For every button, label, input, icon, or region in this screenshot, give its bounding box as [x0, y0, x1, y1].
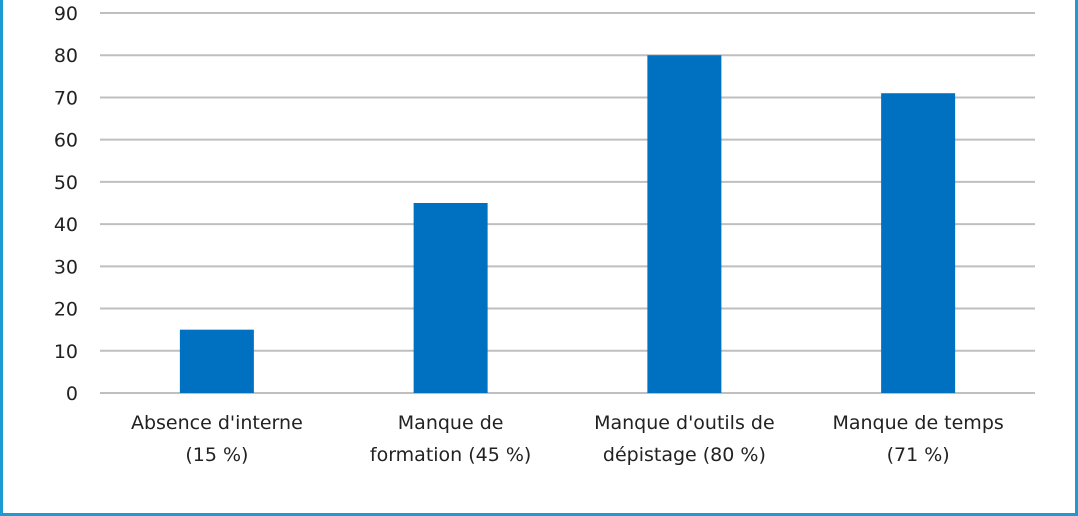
- x-category-label: Manque de: [398, 412, 504, 434]
- bar: [647, 55, 722, 393]
- gridlines: [100, 12, 1035, 394]
- bars: [179, 55, 956, 393]
- x-axis-labels: Absence d'interne (15 %) Manque de formatio…: [131, 412, 1004, 466]
- bar: [179, 329, 254, 393]
- x-category-label: Manque d'outils de: [594, 412, 775, 434]
- bar: [881, 93, 956, 393]
- y-tick-label: 70: [54, 87, 78, 109]
- y-tick-label: 0: [66, 383, 78, 405]
- y-tick-label: 80: [54, 45, 78, 67]
- y-tick-label: 30: [54, 256, 78, 278]
- y-tick-label: 90: [54, 3, 78, 25]
- y-tick-label: 10: [54, 341, 78, 363]
- y-tick-label: 60: [54, 130, 78, 152]
- x-category-label: (15 %): [185, 444, 248, 466]
- x-category-label: Manque de temps: [832, 412, 1003, 434]
- y-axis-ticks: 0 10 20 30 40 50 60 70 80 90: [54, 3, 78, 405]
- y-tick-label: 50: [54, 172, 78, 194]
- x-category-label: formation (45 %): [370, 444, 531, 466]
- y-tick-label: 40: [54, 214, 78, 236]
- y-tick-label: 20: [54, 299, 78, 321]
- bar: [413, 203, 488, 393]
- x-category-label: (71 %): [887, 444, 950, 466]
- x-category-label: dépistage (80 %): [603, 444, 766, 466]
- x-category-label: Absence d'interne: [131, 412, 303, 434]
